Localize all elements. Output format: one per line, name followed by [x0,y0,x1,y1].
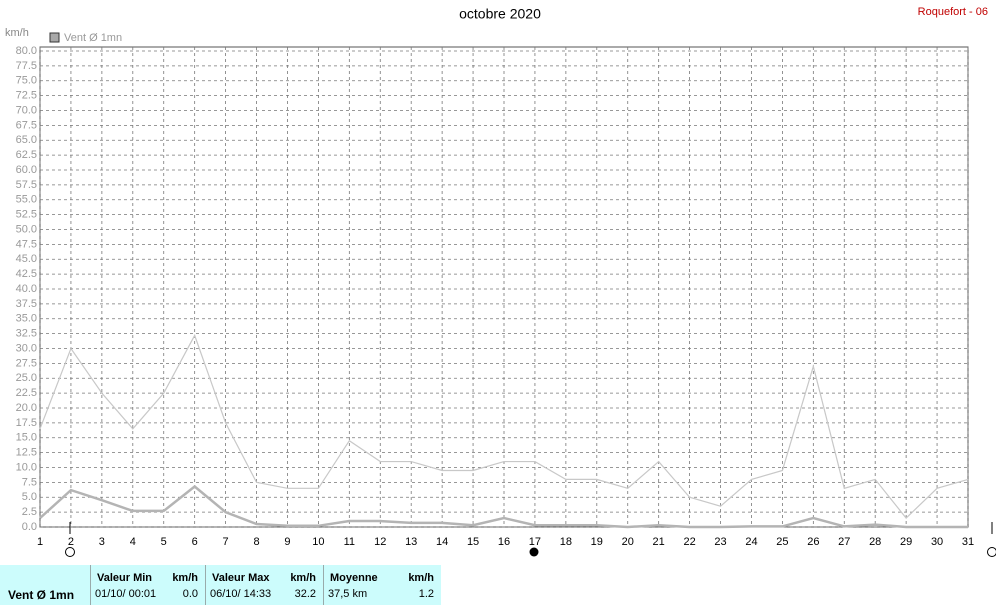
y-tick-label: 50.0 [16,223,37,235]
x-tick-label: 28 [869,536,881,548]
y-tick-label: 52.5 [16,209,37,221]
y-tick-label: 20.0 [16,402,37,414]
y-tick-label: 40.0 [16,283,37,295]
y-tick-label: 55.0 [16,194,37,206]
table-column: Moyenne km/h 37,5 km 1.2 [323,565,442,605]
x-tick-label: 31 [962,536,974,548]
y-tick-label: 22.5 [16,387,37,399]
series-line [39,484,968,529]
x-tick-label: 19 [591,536,603,548]
y-tick-label: 37.5 [16,298,37,310]
x-tick-label: 14 [436,536,448,548]
y-tick-label: 72.5 [16,90,37,102]
y-axis-label: km/h [5,27,29,39]
y-tick-label: 17.5 [16,417,37,429]
x-tick-label: 8 [253,536,259,548]
y-tick-label: 77.5 [16,60,37,72]
summary-table: Vent Ø 1mn Valeur Min km/h 01/10/ 00:01 0.0… [0,565,441,605]
table-column: Valeur Max km/h 06/10/ 14:33 32.2 [205,565,324,605]
chart: octobre 2020 Roquefort - 06 km/h Vent Ø … [5,6,996,557]
x-tick-label: 2 [68,536,74,548]
station-name: Roquefort - 06 [918,6,988,18]
table-value: 1.2 [418,588,434,600]
table-label: Vent Ø 1mn [8,588,75,602]
x-tick-label: 26 [807,536,819,548]
moon-phase [65,547,75,557]
y-tick-label: 32.5 [16,328,37,340]
x-tick-label: 24 [745,536,757,548]
moon-phase [987,547,996,557]
x-tick-label: 7 [223,536,229,548]
x-tick-label: 17 [529,536,541,548]
y-tick-label: 70.0 [16,104,37,116]
table-unit: km/h [408,572,434,584]
x-tick-label: 30 [931,536,943,548]
x-tick-label: 9 [284,536,290,548]
y-tick-label: 2.5 [22,506,37,518]
table-title: Valeur Max [212,572,270,584]
y-tick-label: 12.5 [16,447,37,459]
table-title: Moyenne [330,572,378,584]
x-tick-label: 27 [838,536,850,548]
legend-swatch [49,32,60,43]
table-when: 01/10/ 00:01 [95,588,157,600]
x-tick-label: 22 [683,536,695,548]
x-tick-label: 5 [161,536,167,548]
y-tick-label: 47.5 [16,238,37,250]
y-tick-label: 35.0 [16,313,37,325]
y-tick-label: 45.0 [16,253,37,265]
x-tick-label: 3 [99,536,105,548]
table-value: 0.0 [182,588,198,600]
y-tick-label: 0.0 [22,521,37,533]
x-tick-label: 23 [714,536,726,548]
x-tick-label: 18 [560,536,572,548]
table-column: Valeur Min km/h 01/10/ 00:01 0.0 [90,565,206,605]
y-tick-label: 75.0 [16,75,37,87]
chart-title: octobre 2020 [459,6,541,22]
y-tick-label: 7.5 [22,476,37,488]
x-tick-label: 10 [312,536,324,548]
table-value: 32.2 [294,588,316,600]
series-line [39,333,969,519]
x-tick-label: 11 [344,536,355,548]
y-tick-label: 30.0 [16,342,37,354]
y-tick-label: 57.5 [16,179,37,191]
x-tick-label: 29 [900,536,912,548]
x-tick-label: 1 [37,536,43,548]
y-tick-label: 15.0 [16,432,37,444]
y-tick-label: 25.0 [16,372,37,384]
y-tick-label: 62.5 [16,149,37,161]
table-unit: km/h [172,572,198,584]
legend-label: Vent Ø 1mn [64,32,122,44]
x-tick-label: 12 [374,536,386,548]
y-tick-label: 27.5 [16,357,37,369]
y-tick-label: 10.0 [16,461,37,473]
x-tick-label: 25 [776,536,788,548]
y-tick-label: 5.0 [22,491,37,503]
x-tick-label: 20 [622,536,634,548]
y-tick-label: 42.5 [16,268,37,280]
moon-phase [529,547,539,557]
x-tick-label: 15 [467,536,479,548]
y-tick-label: 60.0 [16,164,37,176]
y-tick-label: 67.5 [16,119,37,131]
table-when: 37,5 km [328,588,368,600]
x-tick-label: 16 [498,536,510,548]
x-tick-label: 21 [653,536,665,548]
table-title: Valeur Min [97,572,153,584]
x-tick-label: 4 [130,536,136,548]
x-tick-label: 13 [405,536,417,548]
table-when: 06/10/ 14:33 [210,588,272,600]
table-unit: km/h [290,572,316,584]
y-tick-label: 65.0 [16,134,37,146]
x-tick-label: 6 [192,536,198,548]
y-tick-label: 80.0 [16,45,37,57]
